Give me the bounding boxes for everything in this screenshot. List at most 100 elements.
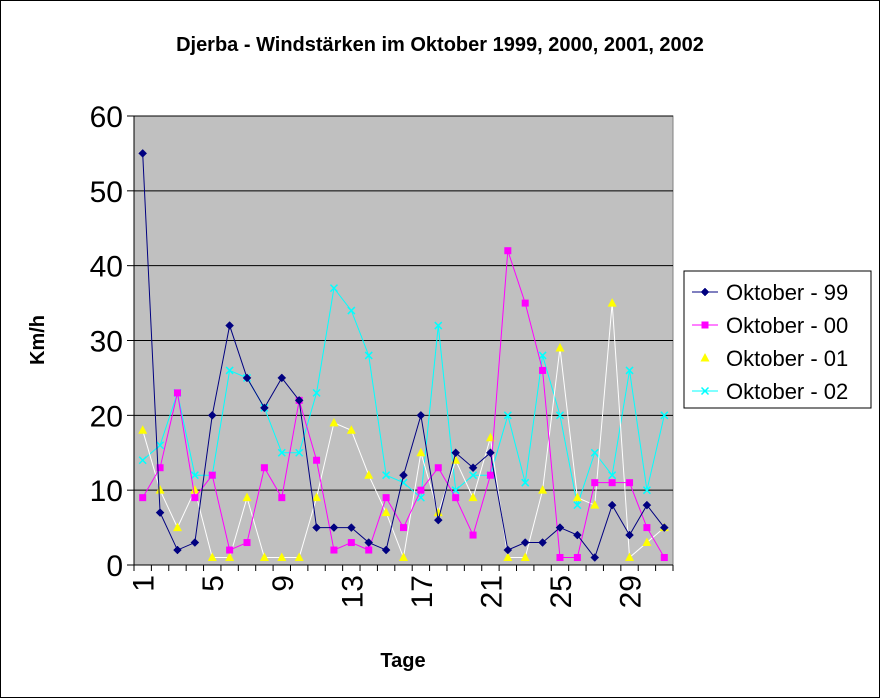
- chart-title: Djerba - Windstärken im Oktober 1999, 20…: [176, 34, 704, 56]
- data-point: [555, 342, 565, 352]
- data-point: [642, 486, 651, 495]
- data-point: [260, 403, 269, 413]
- legend-label: Oktober - 01: [726, 346, 848, 371]
- data-point: [451, 486, 460, 495]
- data-point: [538, 351, 547, 360]
- data-point: [382, 471, 391, 480]
- data-point: [191, 494, 199, 502]
- data-point: [521, 478, 530, 487]
- data-point: [625, 366, 634, 375]
- data-point: [469, 531, 477, 539]
- legend-entry: Oktober - 99: [692, 280, 848, 305]
- data-point: [539, 366, 547, 374]
- data-point: [416, 410, 426, 420]
- data-point: [434, 464, 442, 472]
- data-point: [659, 523, 669, 532]
- data-point: [538, 485, 548, 494]
- data-point: [329, 284, 338, 293]
- x-tick-label: 21: [475, 575, 508, 608]
- data-point: [433, 507, 443, 517]
- legend-box: [683, 270, 872, 409]
- data-point: [660, 554, 668, 562]
- data-point: [504, 247, 512, 255]
- series-oktober-99: [138, 149, 669, 562]
- data-point: [642, 500, 652, 510]
- x-tick-label: 17: [406, 575, 439, 608]
- data-point: [312, 388, 321, 397]
- legend-entry: Oktober - 00: [692, 313, 848, 338]
- data-point: [156, 464, 164, 472]
- y-tick-label: 10: [90, 475, 123, 508]
- data-point: [346, 523, 356, 532]
- gridlines: [134, 115, 673, 491]
- y-tick-label: 30: [90, 326, 123, 359]
- x-axis-title: Tage: [380, 650, 425, 672]
- data-point: [468, 463, 478, 473]
- legend-entry: Oktober - 01: [692, 346, 848, 371]
- legend-marker: [701, 321, 709, 329]
- data-point: [434, 321, 443, 330]
- data-point: [139, 494, 147, 502]
- data-point: [451, 448, 461, 458]
- data-point: [225, 552, 235, 562]
- data-point: [277, 448, 286, 457]
- data-point: [520, 538, 530, 547]
- data-point: [573, 554, 581, 562]
- data-point: [400, 524, 407, 532]
- data-point: [208, 471, 216, 479]
- data-point: [207, 552, 217, 562]
- x-tick-labels: 1 5 9 13 17 21 25 29: [128, 575, 648, 608]
- x-tick-label: 1: [128, 575, 161, 592]
- data-point: [381, 545, 391, 555]
- data-point: [173, 389, 181, 397]
- legend: Oktober - 99 Oktober - 00 Oktober - 01 Okto…: [683, 270, 872, 409]
- legend-label: Oktober - 00: [726, 313, 848, 338]
- data-point: [295, 448, 304, 457]
- data-point: [573, 501, 582, 510]
- series-oktober-00: [139, 247, 668, 562]
- series-oktober-01: [138, 298, 669, 562]
- y-axis-title: Km/h: [27, 315, 49, 365]
- legend-marker: [700, 287, 710, 297]
- y-tick-label: 60: [90, 101, 123, 134]
- data-point: [642, 537, 652, 547]
- data-point: [225, 321, 234, 330]
- data-point: [607, 500, 617, 510]
- data-point: [329, 523, 339, 532]
- data-point: [190, 471, 199, 480]
- data-point: [468, 492, 478, 502]
- data-point: [259, 552, 269, 562]
- x-tick-label: 5: [197, 575, 230, 592]
- data-point: [416, 447, 426, 457]
- data-point: [138, 149, 148, 158]
- data-point: [626, 479, 634, 487]
- x-tick-label: 9: [267, 575, 300, 592]
- data-point: [503, 411, 512, 420]
- data-point: [417, 486, 425, 494]
- data-point: [294, 552, 304, 562]
- data-point: [503, 552, 513, 562]
- series-layer: [138, 149, 669, 562]
- data-point: [330, 546, 338, 554]
- data-point: [590, 500, 600, 509]
- data-point: [156, 441, 165, 450]
- data-point: [452, 494, 460, 502]
- data-point: [382, 494, 390, 502]
- legend-entry: Oktober - 02: [692, 379, 848, 404]
- data-point: [486, 448, 495, 458]
- data-point: [277, 552, 287, 562]
- data-point: [521, 299, 529, 307]
- data-point: [625, 530, 634, 540]
- data-point: [277, 373, 287, 383]
- data-point: [225, 366, 234, 375]
- data-point: [556, 554, 564, 562]
- data-point: [364, 351, 373, 360]
- data-point: [365, 546, 373, 554]
- data-point: [364, 470, 374, 479]
- data-point: [207, 410, 217, 420]
- data-point: [660, 411, 669, 420]
- data-point: [520, 552, 530, 562]
- data-point: [173, 545, 182, 555]
- data-point: [138, 425, 148, 434]
